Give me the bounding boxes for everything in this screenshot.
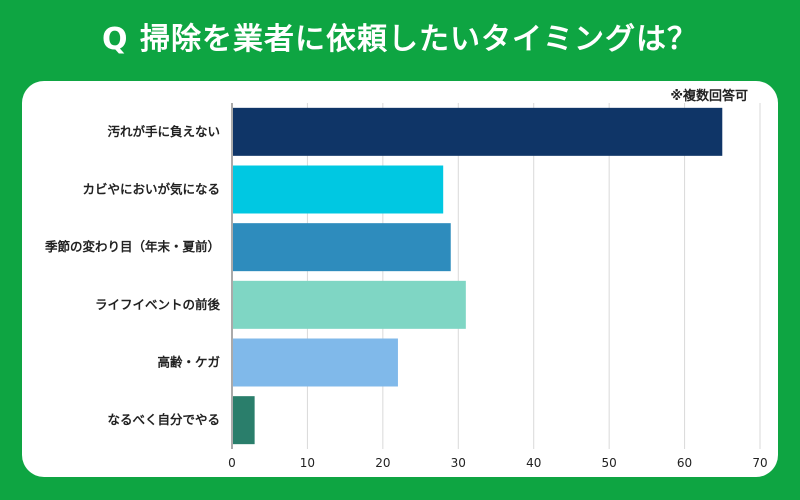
x-tick-label: 70 <box>752 456 767 470</box>
bar <box>233 338 398 387</box>
bar <box>233 396 255 445</box>
x-tick-label: 0 <box>228 456 236 470</box>
bar <box>233 107 723 156</box>
x-tick-label: 30 <box>451 456 466 470</box>
chart-card: ※複数回答可 0 10 20 30 40 50 60 70 汚れが手に負えないカビやにおいが気に… <box>22 81 778 477</box>
x-tick-label: 10 <box>300 456 315 470</box>
category-label: なるべく自分でやる <box>107 412 220 427</box>
category-label: 汚れが手に負えない <box>107 124 220 139</box>
x-tick-label: 60 <box>677 456 692 470</box>
category-label: 季節の変わり目（年末・夏前） <box>44 239 220 254</box>
chart-title: Q 掃除を業者に依頼したいタイミングは？ <box>102 22 698 57</box>
bar <box>233 165 444 214</box>
bar-chart: 0 10 20 30 40 50 60 70 汚れが手に負えないカビやにおいが気になる季節の変わ… <box>44 103 768 470</box>
x-tick-label: 20 <box>375 456 390 470</box>
bar <box>233 280 466 329</box>
x-tick-label: 50 <box>602 456 617 470</box>
x-tick-label: 40 <box>526 456 541 470</box>
multiple-answers-note: ※複数回答可 <box>670 89 748 104</box>
category-label: 高齢・ケガ <box>157 355 220 370</box>
category-label: ライフイベントの前後 <box>95 297 221 312</box>
category-label: カビやにおいが気になる <box>82 182 220 197</box>
bar <box>233 223 451 272</box>
